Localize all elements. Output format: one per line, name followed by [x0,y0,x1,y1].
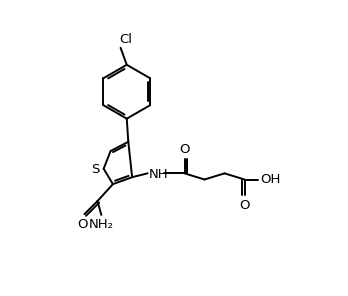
Text: NH₂: NH₂ [89,218,114,231]
Text: Cl: Cl [119,33,132,46]
Text: OH: OH [260,173,280,186]
Text: O: O [77,218,87,231]
Text: NH: NH [149,168,169,181]
Text: O: O [239,199,250,212]
Text: S: S [92,163,100,176]
Text: O: O [179,143,190,156]
